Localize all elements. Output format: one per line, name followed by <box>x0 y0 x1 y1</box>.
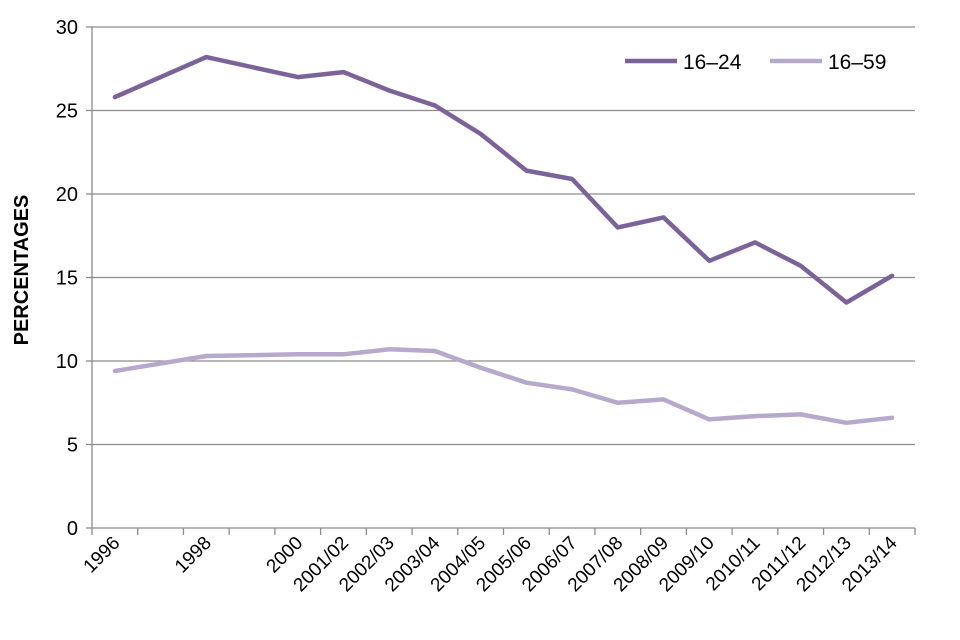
y-tick-label: 15 <box>56 268 78 290</box>
x-tick-label: 1996 <box>80 533 125 578</box>
gridlines <box>92 26 915 446</box>
y-axis-label: PERCENTAGES <box>11 195 33 346</box>
legend-label-1: 16–59 <box>828 51 886 74</box>
series-line-0 <box>112 54 895 305</box>
y-tick-labels: 0 5 10 15 20 25 30 <box>56 17 78 540</box>
y-tick-label: 5 <box>67 435 78 457</box>
legend: 16–24 16–59 <box>625 51 886 74</box>
y-tick-label: 30 <box>56 17 78 39</box>
axes <box>86 26 916 535</box>
x-tick-label: 1998 <box>171 533 216 578</box>
x-tick-labels: 1996 1998 20002001/022002/032003/042004/05… <box>80 532 902 596</box>
y-tick-label: 20 <box>56 184 78 206</box>
y-tick-label: 0 <box>67 518 78 540</box>
y-tick-label: 25 <box>56 101 78 123</box>
series-line-1 <box>112 347 895 426</box>
legend-label-0: 16–24 <box>683 51 742 74</box>
series-lines <box>112 54 895 426</box>
y-tick-label: 10 <box>56 351 78 373</box>
